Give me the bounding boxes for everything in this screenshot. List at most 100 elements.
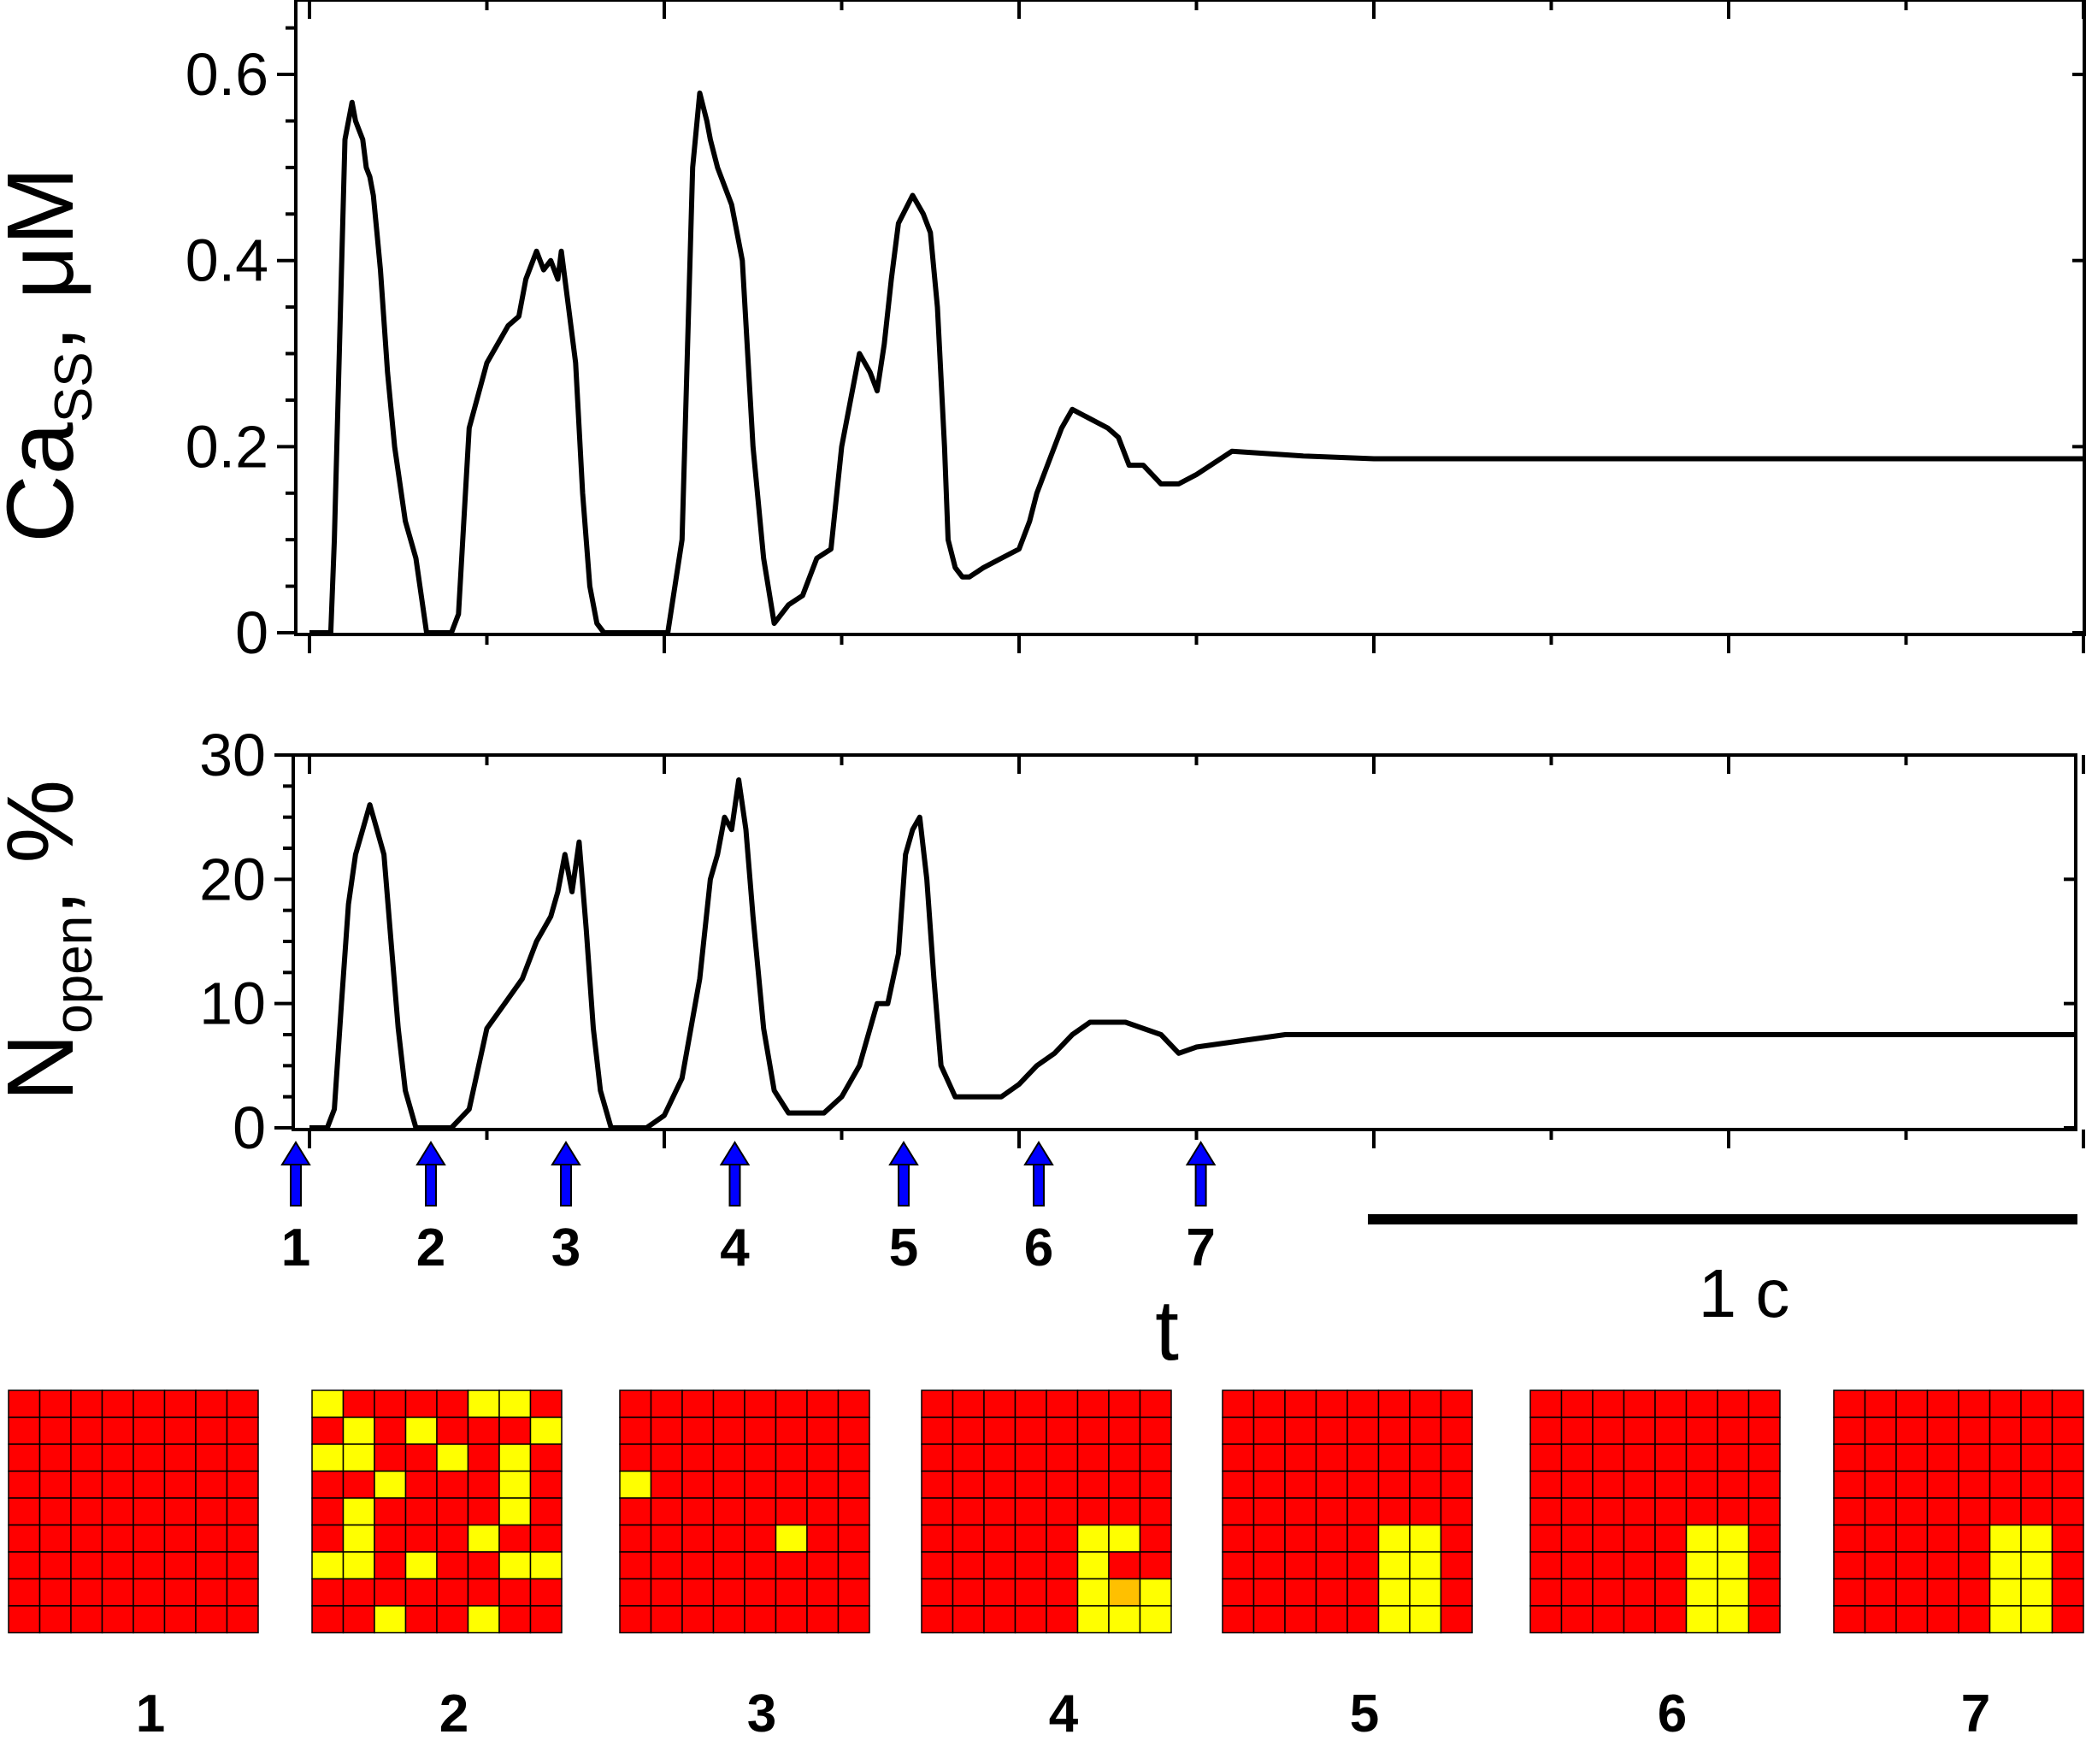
- grid-cell: [1623, 1578, 1656, 1607]
- grid-cell: [837, 1605, 870, 1634]
- grid-cell: [226, 1416, 259, 1445]
- grid-cell: [1654, 1497, 1688, 1526]
- grid-cell: [1139, 1389, 1172, 1419]
- grid-cell: [1076, 1443, 1110, 1472]
- grid-cell: [529, 1416, 563, 1445]
- grid-cell: [983, 1416, 1016, 1445]
- grid-cell: [133, 1470, 166, 1499]
- grid-cell: [1958, 1470, 1991, 1499]
- grid-cell: [1592, 1551, 1625, 1580]
- grid-cell: [1989, 1605, 2022, 1634]
- grid-cell: [1108, 1470, 1141, 1499]
- grid-cell: [1222, 1578, 1255, 1607]
- grid-cell: [983, 1578, 1016, 1607]
- grid-cell: [712, 1416, 745, 1445]
- grid-cell: [1895, 1416, 1929, 1445]
- grid-cell: [1252, 1605, 1286, 1634]
- marker-arrow-head: [551, 1141, 581, 1165]
- grid-cell: [1222, 1443, 1255, 1472]
- grid-cell: [1958, 1389, 1991, 1419]
- grid-cell: [2020, 1605, 2054, 1634]
- grid-cell: [1377, 1470, 1411, 1499]
- grid-cell: [498, 1524, 532, 1553]
- grid-cell: [806, 1605, 840, 1634]
- grid-cell: [775, 1578, 808, 1607]
- grid-cell: [70, 1470, 103, 1499]
- grid-cell: [1315, 1605, 1348, 1634]
- grid-cell: [1346, 1605, 1380, 1634]
- grid-cell: [1377, 1524, 1411, 1553]
- grid-cell: [806, 1470, 840, 1499]
- grid-label: 1: [136, 1684, 165, 1743]
- grid-cell: [1377, 1497, 1411, 1526]
- grid-cell: [1440, 1578, 1473, 1607]
- ca-y-tick-label: 0.2: [186, 413, 268, 480]
- grid-cell: [681, 1416, 715, 1445]
- grid-cell: [1560, 1605, 1594, 1634]
- grid-cell: [195, 1470, 228, 1499]
- grid-cell: [1833, 1443, 1866, 1472]
- marker-arrow-head: [888, 1141, 919, 1165]
- grid-cell: [404, 1551, 438, 1580]
- ca-y-tick-label: 0.4: [186, 227, 268, 294]
- grid-cell: [775, 1470, 808, 1499]
- grid-cell: [1076, 1470, 1110, 1499]
- grid-cell: [952, 1389, 985, 1419]
- grid-cell: [163, 1578, 197, 1607]
- grid-cell: [404, 1605, 438, 1634]
- channel-grid-5: 5: [1222, 1389, 1473, 1743]
- grid-cell: [70, 1443, 103, 1472]
- grid-cell: [8, 1416, 41, 1445]
- grid-cell: [806, 1578, 840, 1607]
- grid-cell: [195, 1524, 228, 1553]
- grid-cell: [1685, 1416, 1718, 1445]
- grid-cell: [1592, 1524, 1625, 1553]
- grid-cell: [619, 1416, 652, 1445]
- grid-cell: [1409, 1551, 1442, 1580]
- grid-cell: [1717, 1605, 1750, 1634]
- grid-cell: [1833, 1605, 1866, 1634]
- grid-cell: [983, 1605, 1016, 1634]
- grid-cell: [163, 1416, 197, 1445]
- grid-cell: [404, 1578, 438, 1607]
- grid-cell: [70, 1605, 103, 1634]
- grid-cell: [744, 1551, 777, 1580]
- grid-label: 5: [1350, 1684, 1379, 1743]
- grid-cell: [498, 1578, 532, 1607]
- grid-cell: [1409, 1497, 1442, 1526]
- grid-cell: [650, 1605, 683, 1634]
- grid-cell: [650, 1389, 683, 1419]
- grid-cell: [1284, 1605, 1317, 1634]
- grid-cell: [1108, 1497, 1141, 1526]
- grid-cell: [1623, 1551, 1656, 1580]
- grid-cell: [1046, 1416, 1079, 1445]
- grid-cell: [38, 1389, 72, 1419]
- grid-cell: [2051, 1416, 2084, 1445]
- grid-cell: [744, 1443, 777, 1472]
- grid-cell: [163, 1551, 197, 1580]
- grid-cell: [1076, 1497, 1110, 1526]
- grid-cell: [374, 1470, 407, 1499]
- grid-cell: [1685, 1551, 1718, 1580]
- grid-cell: [1076, 1551, 1110, 1580]
- grid-cell: [650, 1470, 683, 1499]
- grid-cell: [342, 1416, 375, 1445]
- grid-cell: [921, 1497, 954, 1526]
- time-marker-2: 2: [415, 1141, 446, 1277]
- grid-cell: [775, 1416, 808, 1445]
- grid-cell: [1685, 1578, 1718, 1607]
- grid-cell: [498, 1551, 532, 1580]
- grid-cell: [1252, 1524, 1286, 1553]
- grid-cell: [38, 1416, 72, 1445]
- grid-cell: [837, 1578, 870, 1607]
- nopen-y-tick-label: 20: [199, 846, 266, 912]
- grid-cell: [133, 1605, 166, 1634]
- grid-cell: [1864, 1416, 1897, 1445]
- grid-label: 3: [747, 1684, 776, 1743]
- nopen-y-tick-label: 0: [233, 1094, 266, 1161]
- grid-cell: [681, 1470, 715, 1499]
- grid-cell: [1989, 1416, 2022, 1445]
- grid-cell: [467, 1605, 500, 1634]
- grid-cell: [195, 1443, 228, 1472]
